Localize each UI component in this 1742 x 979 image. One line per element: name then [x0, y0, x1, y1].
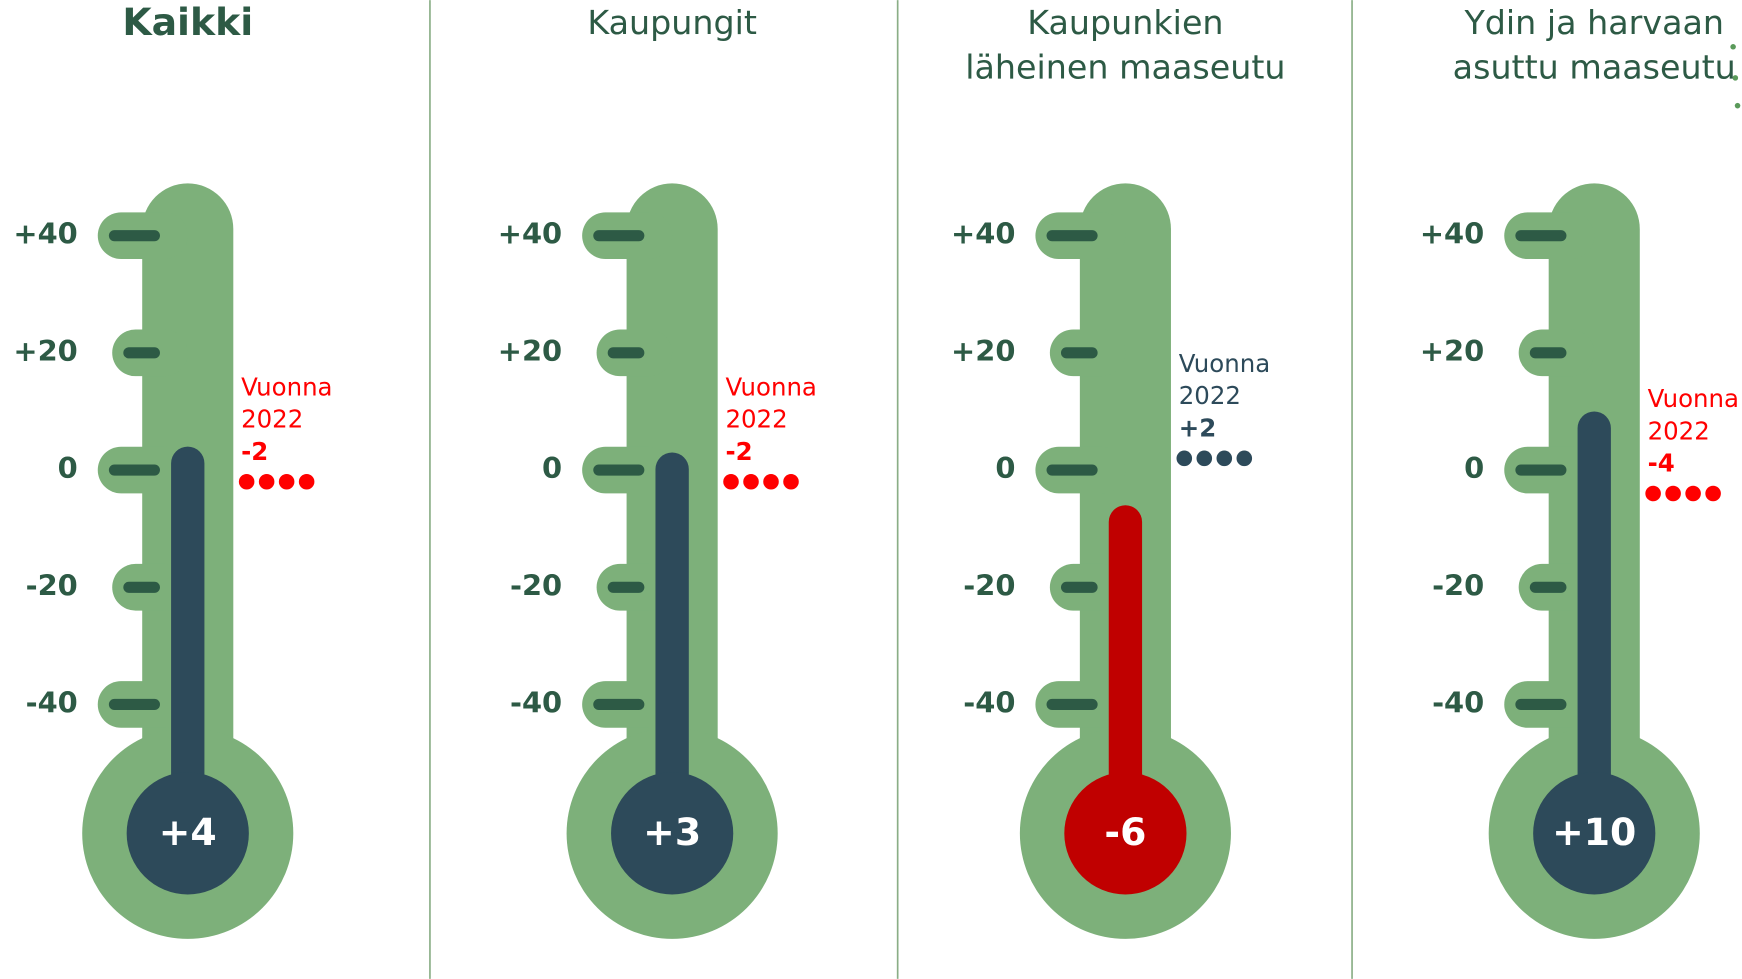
panel-title: Kaupungit — [587, 3, 757, 42]
y-tick-label: -40 — [1432, 685, 1484, 719]
y-tick-label: 0 — [58, 451, 78, 485]
panel-title: läheinen maaseutu — [965, 47, 1285, 86]
previous-value-label: +2 — [1179, 413, 1216, 442]
marker-dot — [1216, 450, 1233, 467]
marker-dot — [1665, 485, 1681, 502]
marker-dot — [1705, 485, 1721, 502]
value-label: +4 — [159, 810, 217, 854]
previous-label: 2022 — [725, 405, 787, 434]
previous-label: Vuonna — [1179, 349, 1270, 378]
marker-dot — [1176, 450, 1193, 467]
y-tick-label: +40 — [1420, 217, 1484, 251]
y-tick-label: -40 — [26, 685, 78, 719]
y-tick-label: +20 — [13, 334, 77, 368]
marker-dot — [278, 474, 295, 490]
marker-dot — [1236, 450, 1253, 467]
y-tick-label: +40 — [498, 217, 562, 251]
y-tick-label: -20 — [963, 568, 1015, 602]
previous-value-label: -2 — [241, 437, 268, 466]
y-tick-label: +20 — [498, 334, 562, 368]
previous-label: 2022 — [241, 405, 303, 434]
y-tick-label: +40 — [951, 217, 1015, 251]
marker-dot — [783, 474, 799, 490]
y-tick-label: +20 — [951, 334, 1015, 368]
y-tick-label: 0 — [1464, 451, 1484, 485]
value-label: +3 — [643, 810, 701, 854]
marker-dot — [298, 474, 315, 490]
previous-marker — [1645, 485, 1721, 502]
thermometer-fill — [1577, 411, 1611, 834]
thermometer-fill — [1108, 505, 1143, 834]
marker-dot — [258, 474, 275, 490]
panel-title: Kaupunkien — [1027, 3, 1223, 42]
previous-label: Vuonna — [1648, 384, 1739, 413]
y-tick-label: -40 — [510, 685, 562, 719]
marker-dot — [1645, 485, 1661, 502]
value-bulb — [1064, 772, 1187, 895]
y-tick-label: +20 — [1420, 334, 1484, 368]
previous-value-label: -4 — [1648, 449, 1675, 478]
thermometer-fill — [655, 452, 689, 834]
y-tick-label: -20 — [510, 568, 562, 602]
previous-label: 2022 — [1179, 381, 1241, 410]
panel-title: asuttu maaseutu — [1453, 47, 1736, 86]
panel-title: Kaikki — [122, 0, 253, 44]
value-label: -6 — [1104, 810, 1146, 854]
previous-label: Vuonna — [241, 372, 332, 401]
decoration — [1730, 44, 1736, 50]
y-tick-label: +40 — [13, 217, 77, 251]
value-bulb — [1533, 772, 1656, 895]
previous-marker — [238, 474, 315, 490]
value-label: +10 — [1552, 810, 1636, 854]
marker-dot — [763, 474, 779, 490]
marker-dot — [238, 474, 255, 490]
decoration — [1732, 75, 1739, 81]
previous-marker — [723, 474, 799, 490]
y-tick-label: -40 — [963, 685, 1015, 719]
marker-dot — [723, 474, 739, 490]
value-bulb — [126, 772, 249, 895]
y-tick-label: 0 — [542, 451, 562, 485]
previous-label: Vuonna — [725, 372, 816, 401]
previous-label: 2022 — [1648, 416, 1710, 445]
previous-value-label: -2 — [725, 437, 752, 466]
value-bulb — [611, 772, 734, 895]
y-tick-label: -20 — [26, 568, 78, 602]
marker-dot — [1196, 450, 1213, 467]
thermometer-fill — [171, 446, 205, 834]
marker-dot — [743, 474, 759, 490]
previous-marker — [1176, 450, 1253, 467]
panel-title: Ydin ja harvaan — [1463, 3, 1724, 42]
y-tick-label: -20 — [1432, 568, 1484, 602]
y-tick-label: 0 — [995, 451, 1015, 485]
marker-dot — [1685, 485, 1701, 502]
decoration — [1734, 102, 1741, 109]
